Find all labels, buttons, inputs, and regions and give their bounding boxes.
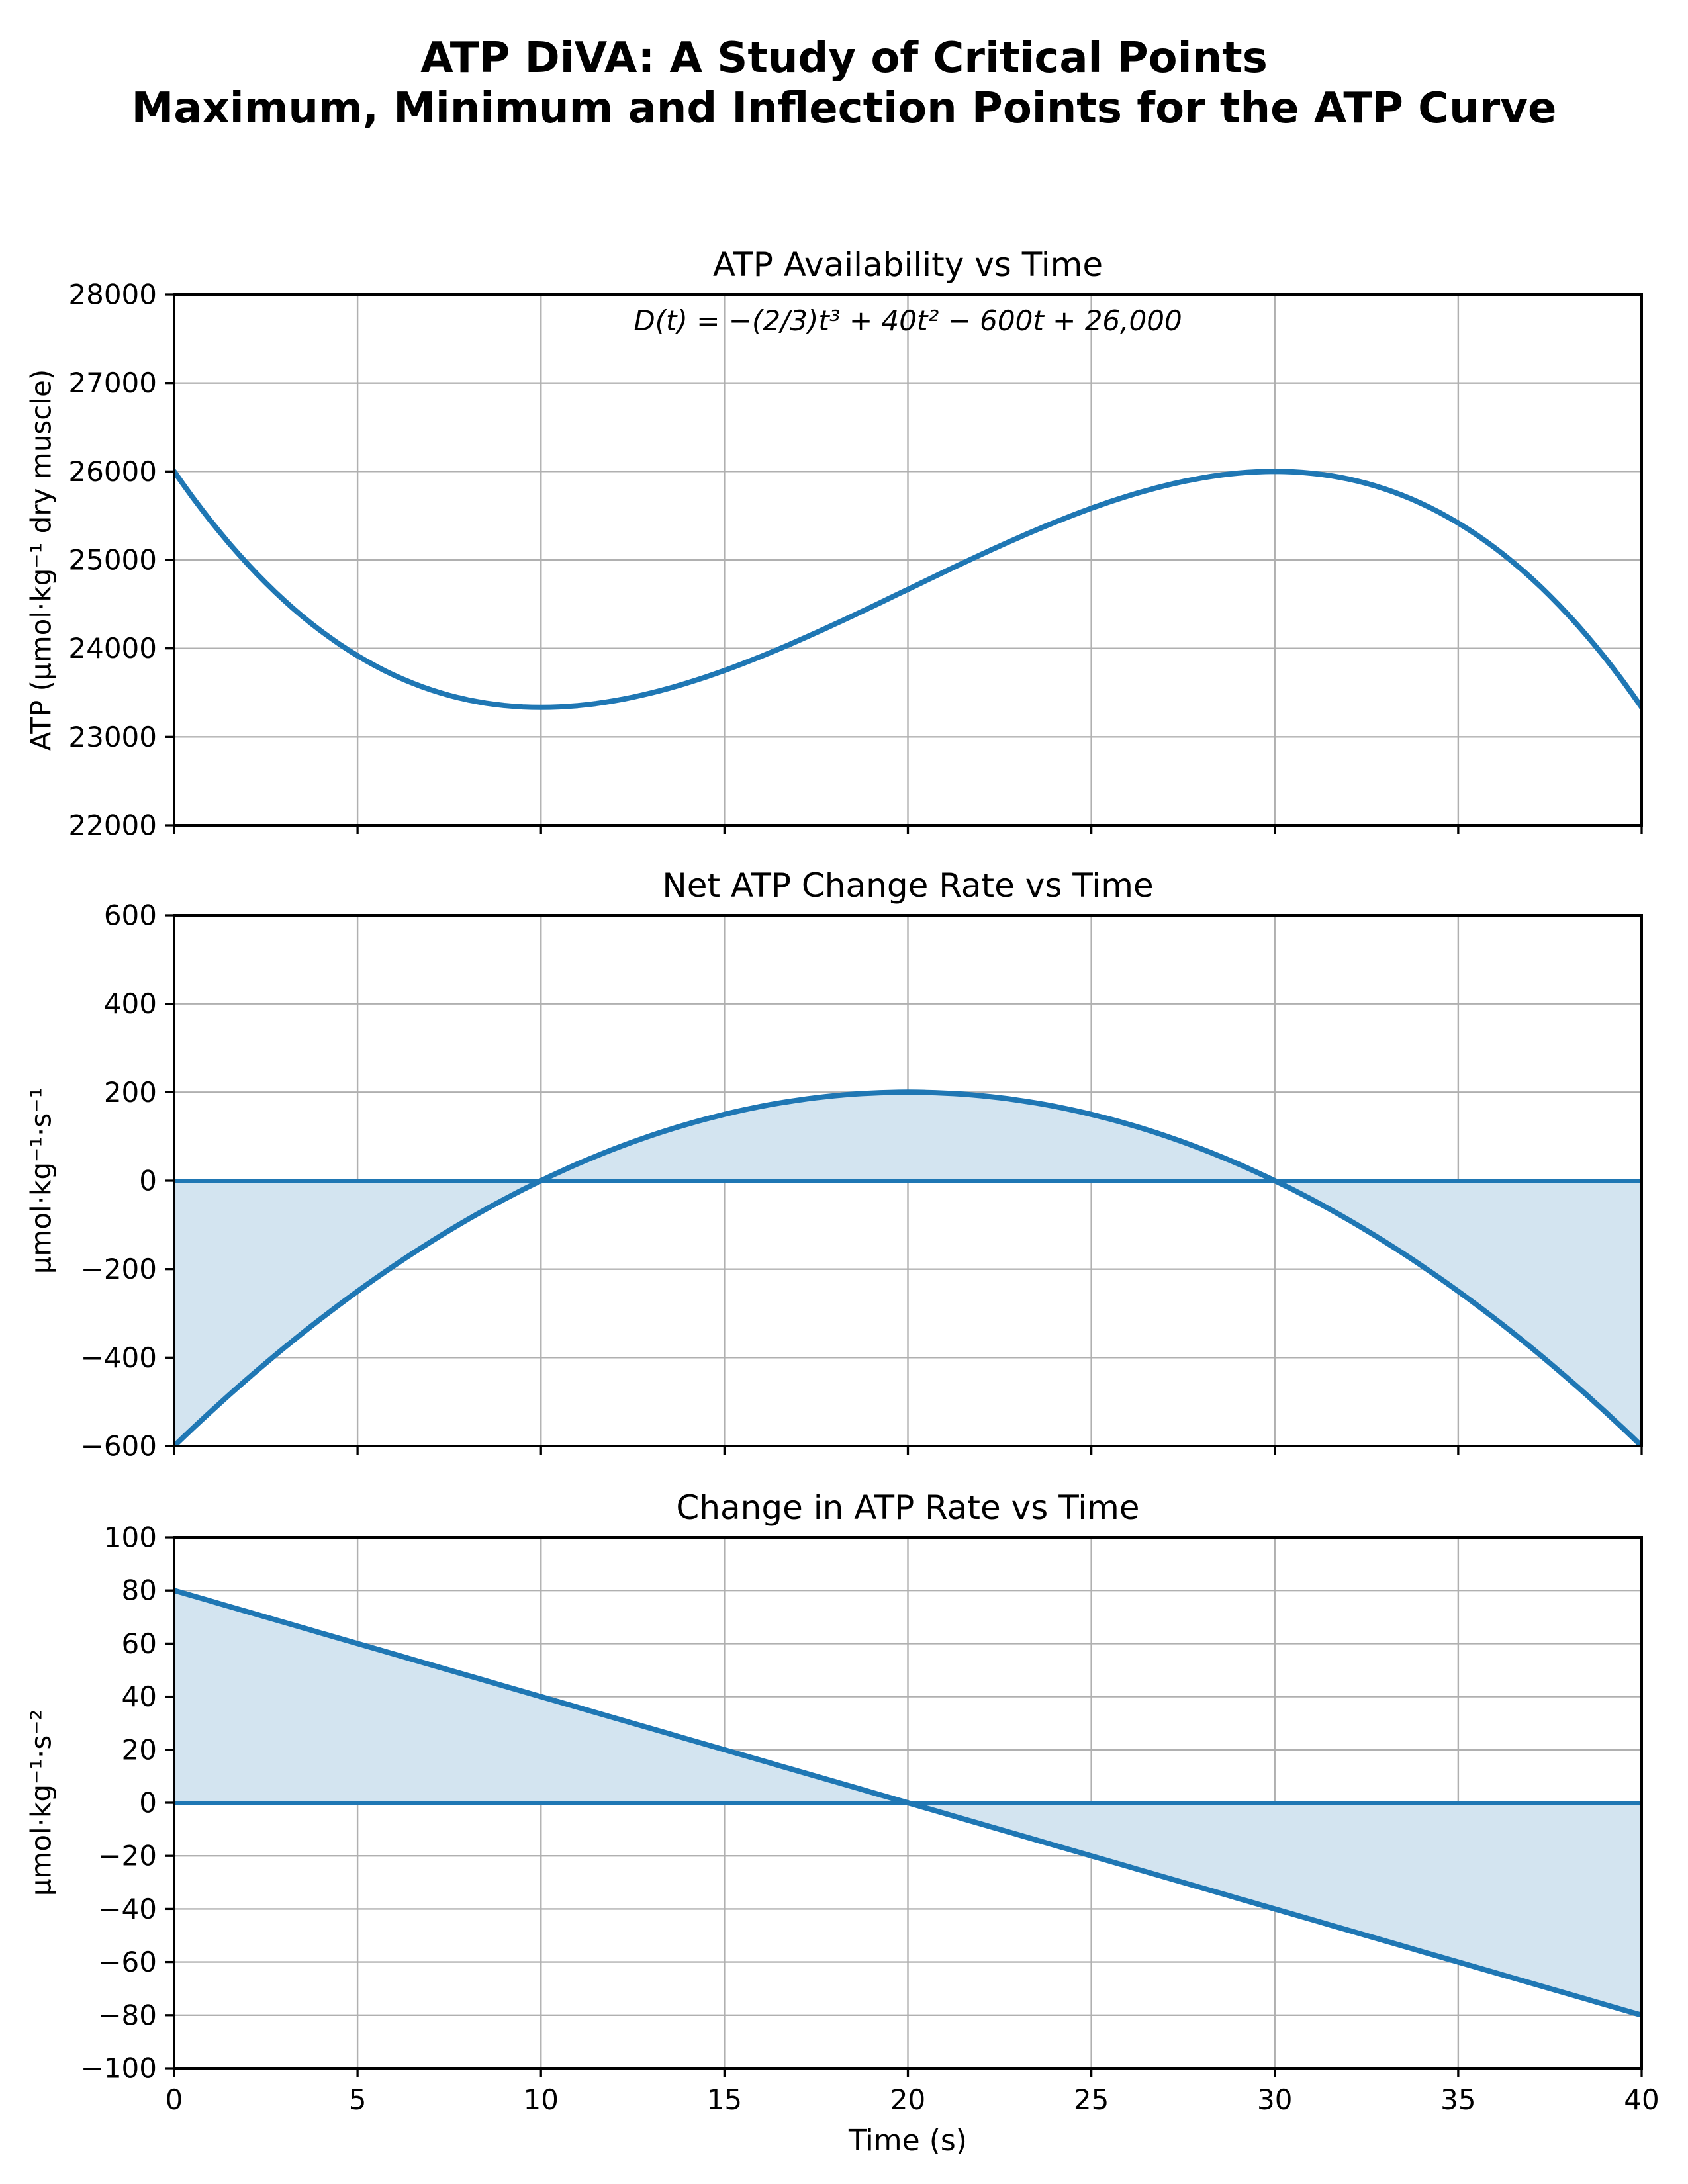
gridlines — [174, 295, 1642, 825]
plotted-artists — [174, 1588, 1642, 2018]
y-tick-label: 28000 — [68, 279, 157, 311]
area-fill — [174, 1092, 1642, 1446]
subplot1-ylabel: ATP (μmol·kg⁻¹ dry muscle) — [24, 369, 58, 751]
plotted-artists — [174, 1089, 1642, 1446]
x-tick-label: 30 — [1257, 2083, 1292, 2116]
y-tick-label: 25000 — [68, 544, 157, 576]
x-tick-label: 0 — [165, 2083, 183, 2116]
y-tick-label: 60 — [122, 1627, 157, 1660]
data-curve — [174, 1089, 1642, 1446]
y-tick-label: −600 — [81, 1430, 157, 1463]
x-tick-label: 20 — [890, 2083, 925, 2116]
x-tick-label: 40 — [1624, 2083, 1659, 2116]
x-tick-label: 25 — [1074, 2083, 1109, 2116]
y-tick-label: −100 — [81, 2052, 157, 2085]
y-tick-label: 24000 — [68, 632, 157, 664]
x-tick-label: 35 — [1440, 2083, 1476, 2116]
subplot1-title: ATP Availability vs Time — [712, 246, 1103, 284]
y-tick-label: 200 — [104, 1076, 157, 1109]
y-tick-label: 0 — [139, 1787, 157, 1819]
y-tick-label: −20 — [98, 1840, 157, 1872]
y-tick-label: 27000 — [68, 367, 157, 399]
subplot3-title: Change in ATP Rate vs Time — [676, 1488, 1140, 1527]
subplot2-ylabel: μmol·kg⁻¹·s⁻¹ — [24, 1087, 58, 1275]
y-tick-label: 0 — [139, 1165, 157, 1197]
data-curve — [174, 469, 1642, 710]
y-tick-label: 400 — [104, 987, 157, 1020]
y-tick-label: 40 — [122, 1680, 157, 1713]
y-tick-label: 100 — [104, 1522, 157, 1554]
x-tick-label: 10 — [524, 2083, 559, 2116]
x-tick-label: 15 — [707, 2083, 742, 2116]
axis-ticks: −600 −400 −200 0 200 400 600 — [81, 899, 1643, 1463]
subplot2-title: Net ATP Change Rate vs Time — [662, 866, 1154, 905]
y-tick-label: 22000 — [68, 809, 157, 842]
y-tick-label: 26000 — [68, 455, 157, 488]
subplot1-equation: D(t) = −(2/3)t³ + 40t² − 600t + 26,000 — [633, 304, 1182, 337]
y-tick-label: 23000 — [68, 721, 157, 753]
y-tick-label: 600 — [104, 899, 157, 932]
plotted-artists — [174, 469, 1642, 710]
subplot-3: 0 5 10 15 20 25 30 35 40 −100 −80 −60 −40 −20 0 20 40 60 8… — [81, 1522, 1660, 2116]
y-tick-label: −400 — [81, 1342, 157, 1374]
axis-ticks: 0 5 10 15 20 25 30 35 40 −100 −80 −60 −40 −20 0 20 40 60 8… — [81, 1522, 1660, 2116]
subplot3-ylabel: μmol·kg⁻¹·s⁻² — [24, 1709, 58, 1897]
y-tick-label: −60 — [98, 1946, 157, 1978]
y-tick-label: −200 — [81, 1253, 157, 1285]
subplot-1: 22000 23000 24000 25000 26000 27000 28000 — [68, 279, 1643, 842]
y-tick-label: −40 — [98, 1893, 157, 1925]
y-tick-label: 80 — [122, 1574, 157, 1607]
y-tick-label: 20 — [122, 1733, 157, 1766]
axis-ticks: 22000 23000 24000 25000 26000 27000 28000 — [68, 279, 1643, 842]
x-tick-label: 5 — [349, 2083, 367, 2116]
data-curve — [174, 1588, 1642, 2018]
subplot-2: −600 −400 −200 0 200 400 600 — [81, 899, 1643, 1463]
figure-title: ATP DiVA: A Study of Critical Points Max… — [0, 33, 1688, 134]
y-tick-label: −80 — [98, 1999, 157, 2031]
x-axis-label: Time (s) — [849, 2124, 967, 2158]
figure-title-line2: Maximum, Minimum and Inflection Points f… — [131, 84, 1557, 133]
figure-title-line1: ATP DiVA: A Study of Critical Points — [420, 34, 1268, 83]
